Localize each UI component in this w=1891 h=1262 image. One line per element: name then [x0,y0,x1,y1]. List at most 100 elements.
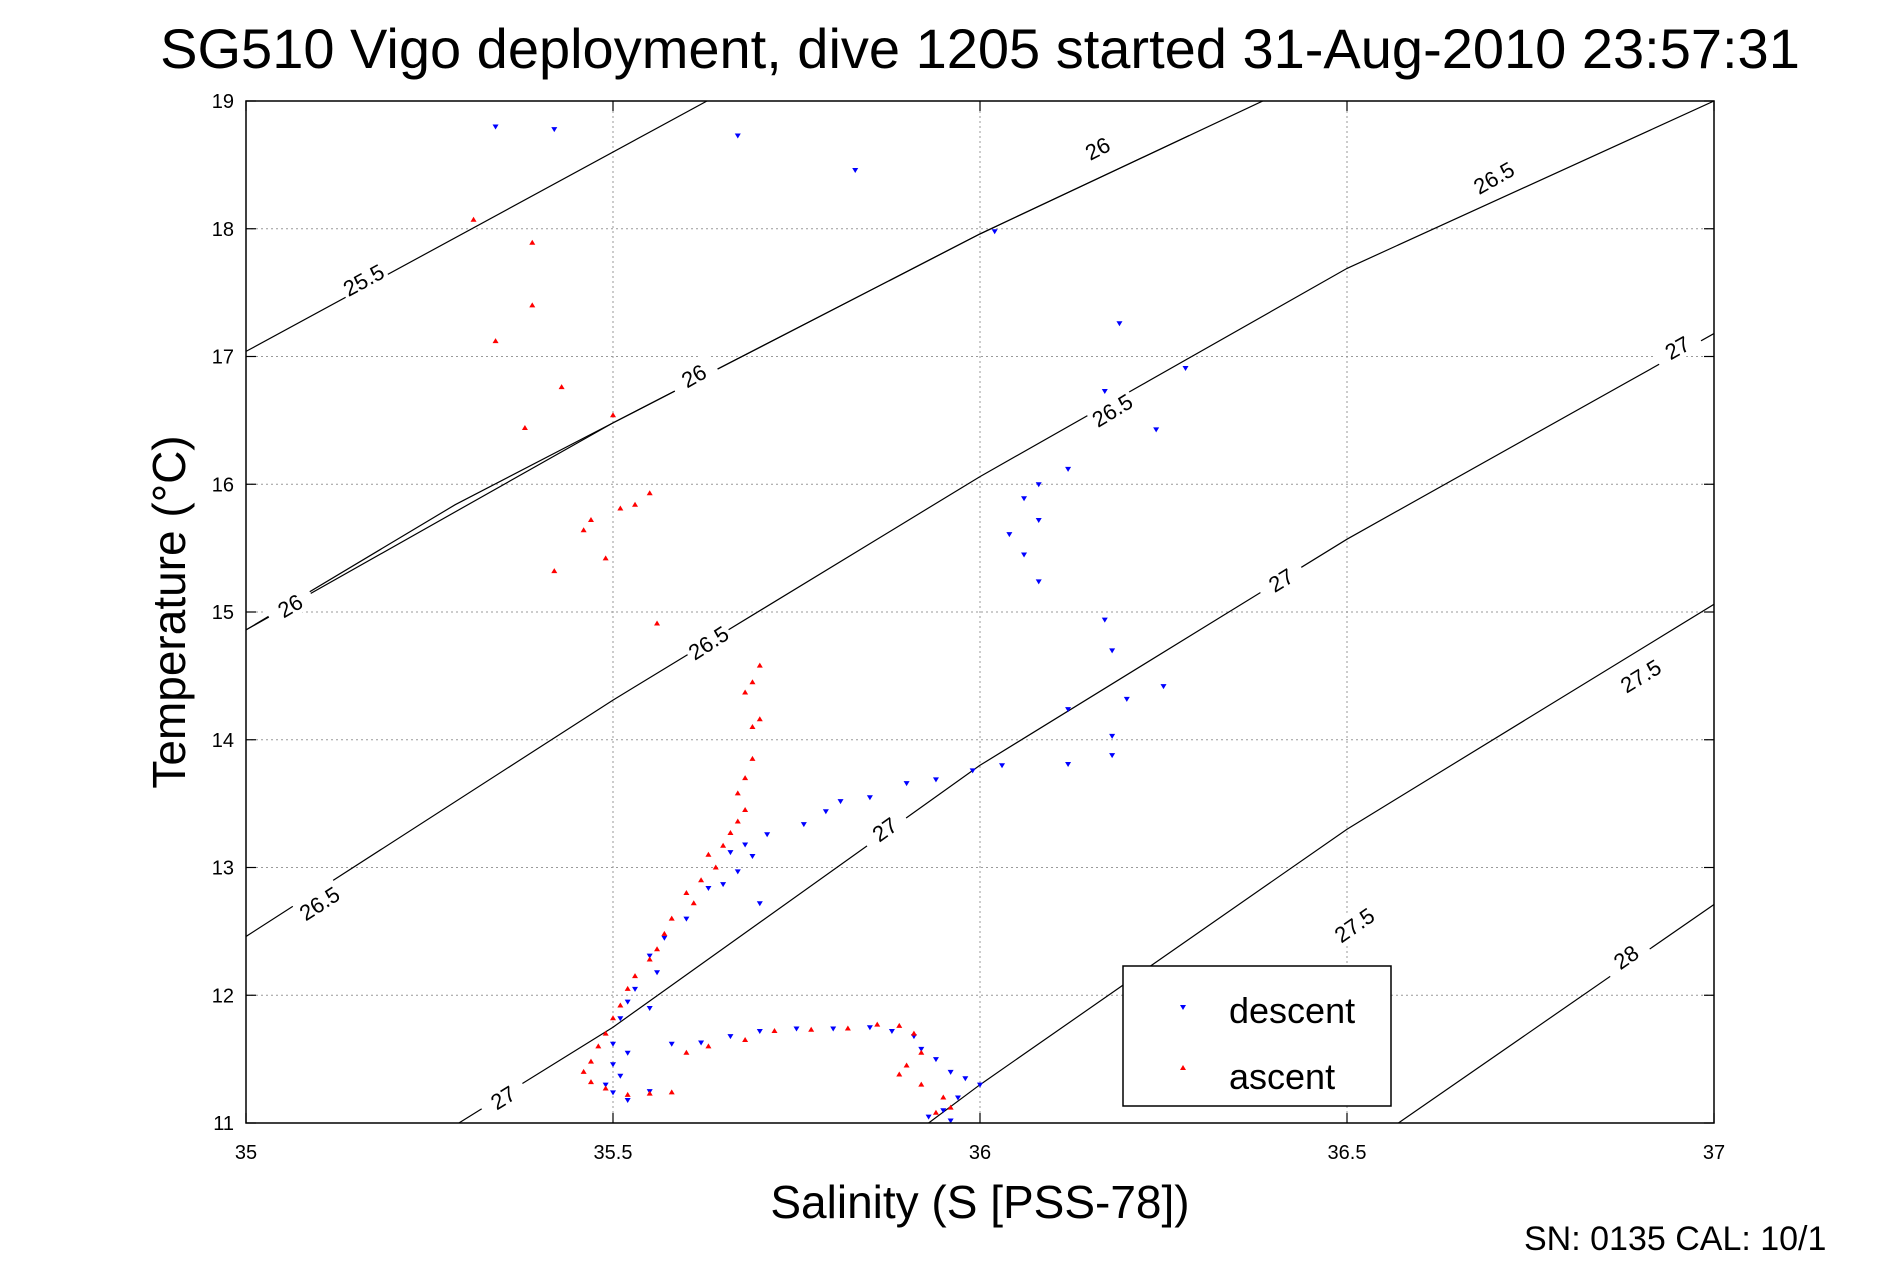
ascent-point [947,1104,954,1110]
ascent-point [742,689,749,695]
grid [246,101,1714,1123]
ascent-point [940,1094,947,1100]
legend-ascent-label: ascent [1229,1056,1335,1097]
x-tick-label: 35 [235,1142,257,1164]
descent-point [749,854,756,860]
isopycnal-labels: 25.526262626.526.526.526.52727272727.527… [262,124,1705,1121]
ascent-point [529,239,536,245]
descent-point [999,763,1006,769]
ascent-point [742,775,749,781]
isopycnal-label-bg [335,256,391,302]
ascent-point [771,1028,778,1034]
isopycnal-label-bg [680,617,736,666]
ascent-point [749,755,756,761]
isopycnal-label-bg [665,351,721,398]
descent-point [1123,696,1130,702]
descent-point [617,1073,624,1079]
y-tick-label: 13 [212,858,234,880]
ascent-point [551,568,558,574]
ascent-point [610,1015,616,1021]
descent-point [866,795,873,801]
ascent-point [896,1022,903,1028]
descent-point [610,1041,616,1047]
descent-point [837,799,844,805]
ascent-point [521,425,528,431]
ascent-point [580,527,587,533]
ascent-point [624,1091,631,1097]
x-tick-label: 37 [1703,1142,1725,1164]
ascent-point [756,716,763,722]
descent-point [646,953,653,959]
descent-point [683,916,690,922]
ascent-point [734,818,741,824]
descent-point [1116,321,1123,327]
isopycnal-label-bg [1069,124,1125,170]
descent-point [610,1090,616,1096]
descent-point [1035,482,1042,488]
ascent-point [654,946,661,952]
ascent-point [632,973,639,979]
descent-point [727,850,734,856]
descent-point [954,1095,961,1101]
descent-point [1021,552,1028,558]
legend-descent-marker [1180,1005,1186,1010]
ascent-point [617,1002,624,1008]
isopycnal-label-bg [291,878,347,927]
y-tick-label: 12 [212,985,234,1007]
descent-point [1065,466,1072,472]
ascent-point [918,1081,925,1087]
descent-point [1182,365,1189,371]
ascent-point [602,1030,609,1036]
descent-point [1109,648,1116,654]
y-tick-label: 15 [212,602,234,624]
descent-point [756,901,763,907]
descent-point [793,1026,800,1032]
ascent-point [683,1049,690,1055]
descent-point [800,822,807,828]
descent-point [742,842,749,848]
ascent-point [874,1021,881,1027]
descent-point [624,999,631,1005]
descent-point [727,1034,734,1040]
descent-point [969,768,976,774]
descent-point [756,1029,763,1035]
descent-point [1035,579,1042,585]
chart-title: SG510 Vigo deployment, dive 1205 started… [160,17,1800,80]
descent-point [830,1026,837,1032]
ascent-point [632,501,639,507]
serial-calibration-footer: SN: 0135 CAL: 10/1 [1524,1220,1826,1258]
ascent-point [668,1089,675,1095]
descent-point [947,1069,954,1075]
descent-point [977,1082,983,1088]
x-axis-label: Salinity (S [PSS-78]) [770,1176,1189,1228]
ascent-point [727,830,734,836]
descent-point [822,809,829,815]
y-tick-label: 11 [213,1113,234,1135]
legend-descent-label: descent [1229,990,1355,1031]
descent-point [888,1029,895,1035]
isopycnal-label-bg [856,803,912,853]
ascent-point [705,1043,712,1049]
ascent-point [595,1043,602,1049]
descent-point [918,1046,925,1052]
ascent-point [646,956,653,962]
isopycnal-lines [246,101,1714,1123]
isopycnal-label-bg [1612,651,1668,699]
ascent-point [742,807,749,813]
ascent-point [587,517,594,523]
isopycnal-line-27 [458,332,1714,1123]
x-tick-label: 36.5 [1328,1142,1367,1164]
descent-point [610,1062,616,1068]
y-tick-label: 14 [212,730,234,752]
ascent-point [742,1036,749,1042]
descent-point [932,1057,939,1063]
x-axis-ticks: 35 35.5 36 36.5 37 [235,101,1725,1164]
ascent-point [844,1025,851,1031]
descent-point [734,133,741,139]
descent-point [852,167,859,173]
descent-point [1109,733,1116,739]
ascent-point [610,412,616,418]
descent-point [947,1118,954,1124]
ascent-point [661,930,668,936]
descent-point [492,124,499,130]
